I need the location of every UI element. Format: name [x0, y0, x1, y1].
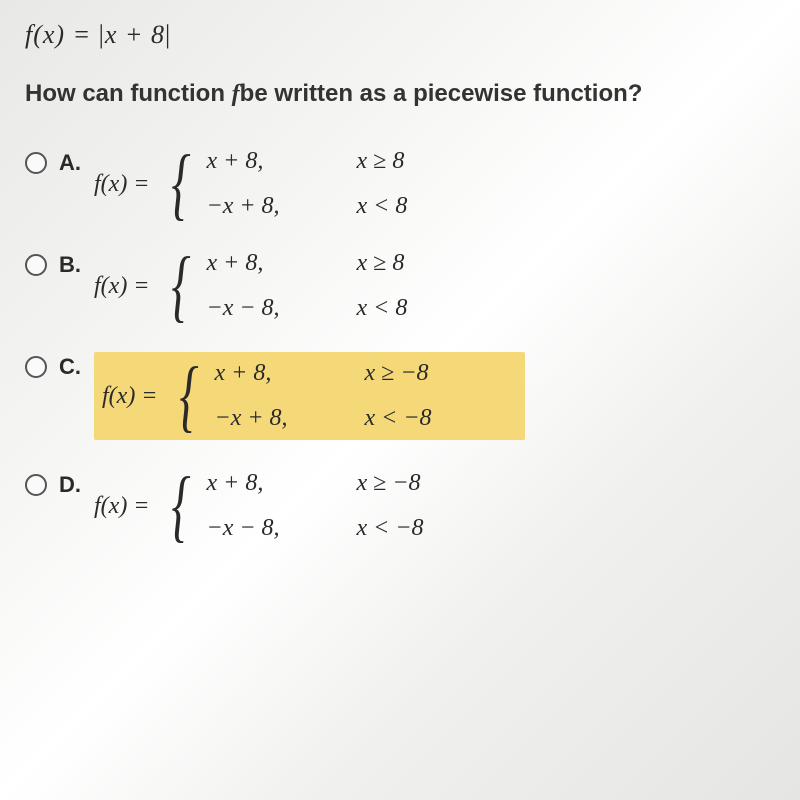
piecewise-expression: f(x) ={x + 8,x ≥ 8−x − 8,x < 8: [94, 250, 477, 322]
equals: =: [65, 20, 99, 49]
case-condition: x ≥ −8: [357, 470, 477, 497]
case-condition: x < −8: [357, 515, 477, 542]
option-label: D.: [59, 472, 94, 498]
case-condition: x ≥ 8: [357, 250, 477, 277]
piecewise-expression: f(x) ={x + 8,x ≥ −8−x + 8,x < −8: [94, 352, 525, 440]
case-condition: x ≥ 8: [357, 148, 477, 175]
option-d[interactable]: D.f(x) ={x + 8,x ≥ −8−x − 8,x < −8: [25, 465, 775, 547]
case-condition: x < 8: [357, 193, 477, 220]
case-row: x + 8,x ≥ 8: [207, 250, 477, 277]
question-text: How can function fbe written as a piecew…: [25, 80, 775, 108]
option-b[interactable]: B.f(x) ={x + 8,x ≥ 8−x − 8,x < 8: [25, 245, 775, 327]
cases: x + 8,x ≥ 8−x + 8,x < 8: [207, 148, 477, 220]
fx-equals: f(x) =: [94, 171, 150, 198]
radio-button[interactable]: [25, 356, 47, 378]
case-condition: x < 8: [357, 295, 477, 322]
left-brace: {: [171, 254, 190, 318]
question-f: f: [232, 81, 240, 107]
piecewise-expression: f(x) ={x + 8,x ≥ 8−x + 8,x < 8: [94, 148, 477, 220]
case-expression: x + 8,: [207, 470, 357, 497]
left-brace: {: [171, 152, 190, 216]
function-definition: f(x) = |x + 8|: [25, 20, 775, 50]
case-row: x + 8,x ≥ 8: [207, 148, 477, 175]
question-prefix: How can function: [25, 80, 232, 107]
fx-equals: f(x) =: [94, 273, 150, 300]
radio-button[interactable]: [25, 474, 47, 496]
question-suffix: be written as a piecewise function?: [240, 80, 643, 107]
option-label: A.: [59, 150, 94, 176]
left-brace: {: [171, 474, 190, 538]
radio-button[interactable]: [25, 254, 47, 276]
option-a[interactable]: A.f(x) ={x + 8,x ≥ 8−x + 8,x < 8: [25, 143, 775, 225]
abs-inner: x + 8: [105, 20, 165, 49]
abs-close: |: [165, 20, 171, 49]
case-expression: −x + 8,: [207, 193, 357, 220]
case-row: x + 8,x ≥ −8: [215, 360, 485, 387]
case-row: −x + 8,x < 8: [207, 193, 477, 220]
case-row: −x − 8,x < −8: [207, 515, 477, 542]
fx-equals: f(x) =: [94, 493, 150, 520]
radio-button[interactable]: [25, 152, 47, 174]
case-expression: −x − 8,: [207, 515, 357, 542]
option-c[interactable]: C.f(x) ={x + 8,x ≥ −8−x + 8,x < −8: [25, 347, 775, 445]
piecewise-expression: f(x) ={x + 8,x ≥ −8−x − 8,x < −8: [94, 470, 477, 542]
cases: x + 8,x ≥ −8−x + 8,x < −8: [215, 360, 485, 432]
case-row: x + 8,x ≥ −8: [207, 470, 477, 497]
case-expression: x + 8,: [215, 360, 365, 387]
options-list: A.f(x) ={x + 8,x ≥ 8−x + 8,x < 8B.f(x) =…: [25, 143, 775, 547]
case-condition: x < −8: [365, 405, 485, 432]
case-condition: x ≥ −8: [365, 360, 485, 387]
option-label: C.: [59, 354, 94, 380]
fx-equals: f(x) =: [102, 383, 158, 410]
cases: x + 8,x ≥ 8−x − 8,x < 8: [207, 250, 477, 322]
fx-lhs: f(x): [25, 20, 65, 49]
cases: x + 8,x ≥ −8−x − 8,x < −8: [207, 470, 477, 542]
option-label: B.: [59, 252, 94, 278]
case-expression: −x + 8,: [215, 405, 365, 432]
case-expression: −x − 8,: [207, 295, 357, 322]
case-row: −x + 8,x < −8: [215, 405, 485, 432]
case-expression: x + 8,: [207, 148, 357, 175]
case-expression: x + 8,: [207, 250, 357, 277]
left-brace: {: [179, 364, 198, 428]
case-row: −x − 8,x < 8: [207, 295, 477, 322]
